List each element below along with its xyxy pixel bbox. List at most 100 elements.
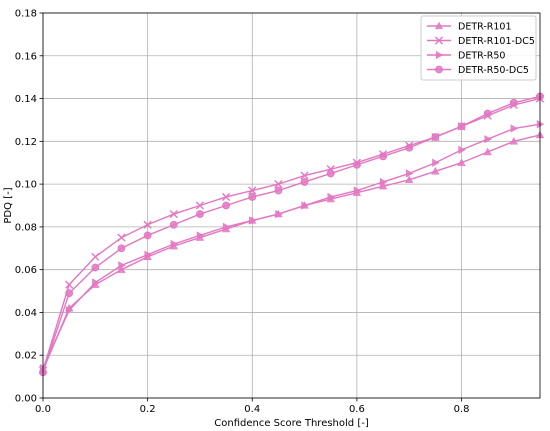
data-point-detr-r50 [510,124,519,133]
plot-frame [42,12,541,399]
y-tick-label: 0.02 [15,351,37,362]
data-point-detr-r50 [406,169,414,178]
data-point-detr-r101-dc5 [300,171,309,180]
legend-label: DETR-R101-DC5 [458,36,535,47]
x-tick-label: 0.0 [35,404,51,415]
data-point-detr-r50-dc5 [431,133,440,141]
y-axis-label: PDQ [-] [3,187,14,223]
data-point-detr-r101-dc5 [143,220,152,229]
x-tick-label: 0.8 [454,404,470,415]
axis-ticks: 0.0 0.2 0.4 0.6 0.8 0.00 0.02 0.04 0.06 0.08 0.10 0… [15,9,470,416]
x-marker-stroke [65,280,74,289]
legend-label: DETR-R101 [458,22,512,33]
data-point-detr-r50-dc5 [457,122,466,131]
x-tick-label: 0.4 [244,404,260,415]
x-marker-stroke [91,252,100,261]
data-point-detr-r50-dc5 [326,169,335,178]
data-point-detr-r50-dc5 [196,210,204,218]
series-layer [38,92,545,377]
data-point-detr-r50-dc5 [143,231,152,240]
data-point-detr-r50-dc5 [300,178,309,186]
data-point-detr-r50-dc5 [91,263,100,272]
data-point-detr-r50 [432,158,440,167]
legend-box [420,15,537,81]
data-point-detr-r50-dc5 [509,98,518,107]
x-marker-stroke [222,192,231,202]
data-point-detr-r50 [275,209,283,219]
series-detr-r101-dc5 [38,94,545,375]
x-marker-stroke [274,180,283,189]
data-point-detr-r101 [509,137,518,145]
y-tick-label: 0.00 [15,394,37,405]
data-point-detr-r50-dc5 [352,160,361,169]
legend-marker [434,21,444,30]
data-point-detr-r50 [196,231,205,240]
x-marker-stroke [195,201,205,210]
data-point-detr-r50 [144,250,152,259]
data-point-detr-r101 [457,158,466,166]
legend-label: DETR-R50-DC5 [458,65,529,76]
y-tick-label: 0.16 [15,51,37,62]
data-point-detr-r50 [170,239,179,249]
x-tick-label: 0.2 [140,404,156,415]
data-point-detr-r101 [378,182,388,190]
x-marker-stroke [143,220,152,229]
data-point-detr-r50 [65,306,74,315]
data-point-detr-r101 [117,265,126,273]
x-marker-stroke [248,186,257,195]
data-point-detr-r101-dc5 [117,233,126,242]
y-tick-label: 0.04 [15,308,37,319]
series-line-detr-r50 [42,123,541,369]
y-tick-label: 0.10 [15,180,37,191]
data-point-detr-r50 [458,145,466,154]
series-line-detr-r50-dc5 [42,95,541,373]
y-tick-label: 0.14 [15,94,37,105]
data-point-detr-r50 [301,201,309,210]
data-point-detr-r50 [249,216,257,225]
data-point-detr-r50-dc5 [248,193,257,201]
series-detr-r50 [39,120,545,373]
legend-marker [435,65,443,74]
y-tick-label: 0.06 [15,265,37,276]
data-point-detr-r50 [92,278,100,287]
data-point-detr-r101 [405,175,414,184]
data-point-detr-r50-dc5 [222,201,231,210]
data-point-detr-r101-dc5 [222,192,231,202]
data-point-detr-r101-dc5 [248,186,257,195]
data-point-detr-r50-dc5 [65,289,74,298]
x-marker-stroke [434,36,444,45]
data-point-detr-r50-dc5 [274,186,283,195]
x-marker-stroke [300,171,309,180]
legend-item-detr-r101: DETR-R101 [427,22,512,33]
data-point-detr-r50 [484,135,492,144]
data-point-detr-r101-dc5 [91,252,100,261]
series-detr-r50-dc5 [39,92,544,377]
data-point-detr-r50-dc5 [169,220,178,229]
legend-label: DETR-R50 [458,51,505,62]
data-point-detr-r101 [431,167,440,175]
data-point-detr-r50-dc5 [117,244,126,253]
data-point-detr-r50-dc5 [483,109,492,118]
data-point-detr-r50 [353,186,362,195]
x-marker-stroke [117,233,126,242]
data-point-detr-r50 [379,177,388,187]
legend-item-detr-r50-dc5: DETR-R50-DC5 [427,65,529,76]
data-point-detr-r50 [118,261,126,270]
data-point-detr-r101-dc5 [274,180,283,189]
series-line-detr-r101 [42,134,541,371]
y-tick-label: 0.08 [15,222,37,233]
legend-item-detr-r101-dc5: DETR-R101-DC5 [427,36,535,47]
x-tick-label: 0.6 [349,404,365,415]
x-axis-label: Confidence Score Threshold [-] [214,418,369,429]
legend-item-detr-r50: DETR-R50 [427,51,505,62]
data-point-detr-r50-dc5 [405,143,414,152]
data-point-detr-r50 [327,192,335,202]
data-point-detr-r50-dc5 [379,152,387,161]
legend: DETR-R101 DETR-R101-DC5 DETR-R50 DETR-R50-D… [420,15,537,81]
data-point-detr-r101-dc5 [65,280,74,289]
data-point-detr-r101 [483,147,492,156]
legend-marker [434,36,444,45]
y-tick-label: 0.12 [15,137,37,148]
data-point-detr-r50 [222,222,231,231]
